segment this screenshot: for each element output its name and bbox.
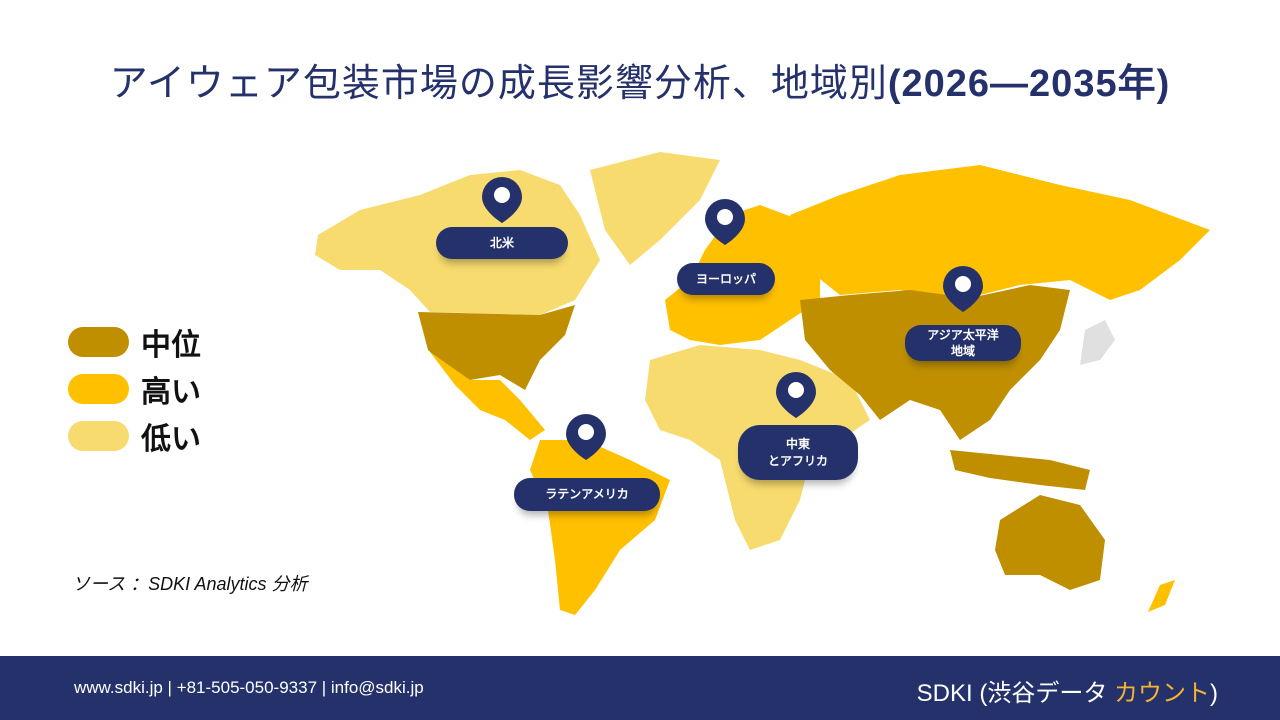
region-asia-pacific — [800, 285, 1070, 440]
region-label-middle-east-africa[interactable]: 中東 とアフリカ — [738, 425, 858, 480]
legend-item-high: 高い — [68, 365, 201, 412]
label-text: ラテンアメリカ — [545, 487, 629, 502]
legend-swatch — [68, 420, 129, 451]
region-label-europe[interactable]: ヨーロッパ — [677, 263, 775, 295]
brand-accent: カウント — [1114, 680, 1210, 707]
region-australia — [995, 495, 1105, 590]
label-text: とアフリカ — [767, 453, 828, 468]
region-russia — [790, 165, 1210, 300]
title-main: アイウェア包装市場の成長影響分析、地域別 — [109, 61, 888, 105]
region-label-asia-pacific[interactable]: アジア太平洋 地域 — [905, 325, 1021, 361]
source-note: ソース ：SDKI Analytics 分析 — [72, 574, 308, 594]
brand-close: ) — [1210, 680, 1218, 707]
region-central-america — [430, 352, 545, 440]
region-japan — [1080, 320, 1115, 365]
legend-label: 高い — [141, 374, 201, 410]
legend-swatch — [68, 326, 129, 357]
label-text: アジア太平洋 — [927, 327, 999, 342]
contact-info: www.sdki.jp | +81-505-050-9337 | info@sd… — [74, 678, 424, 697]
region-indonesia — [950, 450, 1090, 490]
region-north-america — [418, 305, 575, 390]
region-label-north-america[interactable]: 北米 — [436, 227, 568, 259]
region-latin-america — [530, 440, 670, 615]
label-text: 北米 — [489, 235, 514, 250]
map-pin-icon — [482, 177, 983, 460]
footer: www.sdki.jp | +81-505-050-9337 | info@sd… — [0, 656, 1280, 720]
legend-label: 中位 — [141, 327, 201, 363]
region-label-latin-america[interactable]: ラテンアメリカ — [514, 478, 660, 511]
legend-item-medium: 中位 — [68, 318, 201, 365]
page-title: アイウェア包装市場の成長影響分析、地域別(2026—2035年) — [0, 52, 1280, 107]
legend-label: 低い — [141, 421, 201, 457]
legend-swatch — [68, 373, 129, 404]
legend: 中位 高い 低い — [68, 318, 201, 459]
label-text: 中東 — [785, 437, 810, 452]
label-text: 地域 — [950, 344, 975, 358]
brand-main: SDKI (渋谷データ — [916, 680, 1114, 707]
region-new-zealand — [1148, 580, 1175, 612]
region-greenland — [590, 152, 720, 265]
title-years: (2026—2035年) — [887, 63, 1171, 105]
legend-item-low: 低い — [68, 412, 201, 459]
label-text: ヨーロッパ — [695, 271, 756, 286]
brand-logo: SDKI (渋谷データ カウント) — [917, 673, 1218, 708]
